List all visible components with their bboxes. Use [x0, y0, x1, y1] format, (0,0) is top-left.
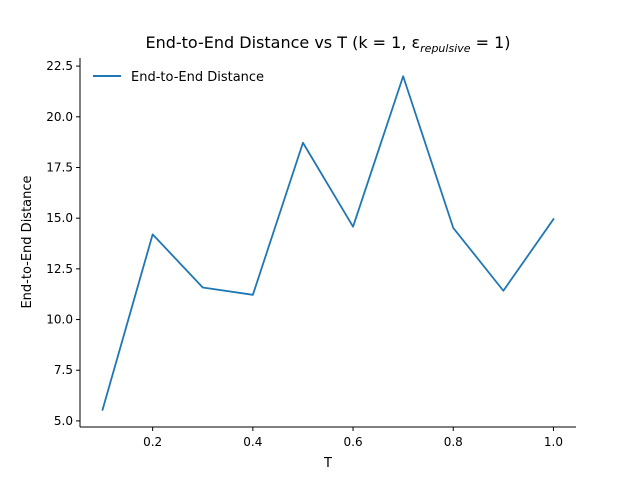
chart-title-suffix: = 1) [471, 33, 511, 52]
chart-title-subscript: repulsive [420, 42, 471, 55]
y-tick-label: 10.0 [46, 313, 73, 327]
y-tick-label: 17.5 [46, 160, 73, 174]
x-axis-ticks: 0.2 0.4 0.6 0.8 1.0 [143, 427, 563, 449]
y-axis-ticks: 5.0 7.5 10.0 12.5 15.0 17.5 20.0 22.5 [46, 59, 80, 428]
x-tick-label: 0.4 [243, 435, 262, 449]
y-tick-label: 7.5 [54, 363, 73, 377]
y-axis-label: End-to-End Distance [20, 175, 35, 308]
x-tick-label: 1.0 [544, 435, 563, 449]
x-tick-label: 0.8 [444, 435, 463, 449]
x-axis-label: T [323, 456, 332, 471]
y-tick-label: 20.0 [46, 110, 73, 124]
series-layer [101, 75, 555, 411]
y-tick-label: 15.0 [46, 211, 73, 225]
y-tick-label: 22.5 [46, 59, 73, 73]
legend-label: End-to-End Distance [131, 70, 264, 85]
chart-title-main: End-to-End Distance vs T (k = 1, ε [145, 33, 420, 52]
y-tick-label: 12.5 [46, 262, 73, 276]
chart-title: End-to-End Distance vs T (k = 1, εrepuls… [145, 33, 510, 55]
series-line [101, 75, 555, 411]
legend: End-to-End Distance [93, 70, 264, 85]
x-tick-label: 0.2 [143, 435, 162, 449]
x-tick-label: 0.6 [344, 435, 363, 449]
y-tick-label: 5.0 [54, 414, 73, 428]
